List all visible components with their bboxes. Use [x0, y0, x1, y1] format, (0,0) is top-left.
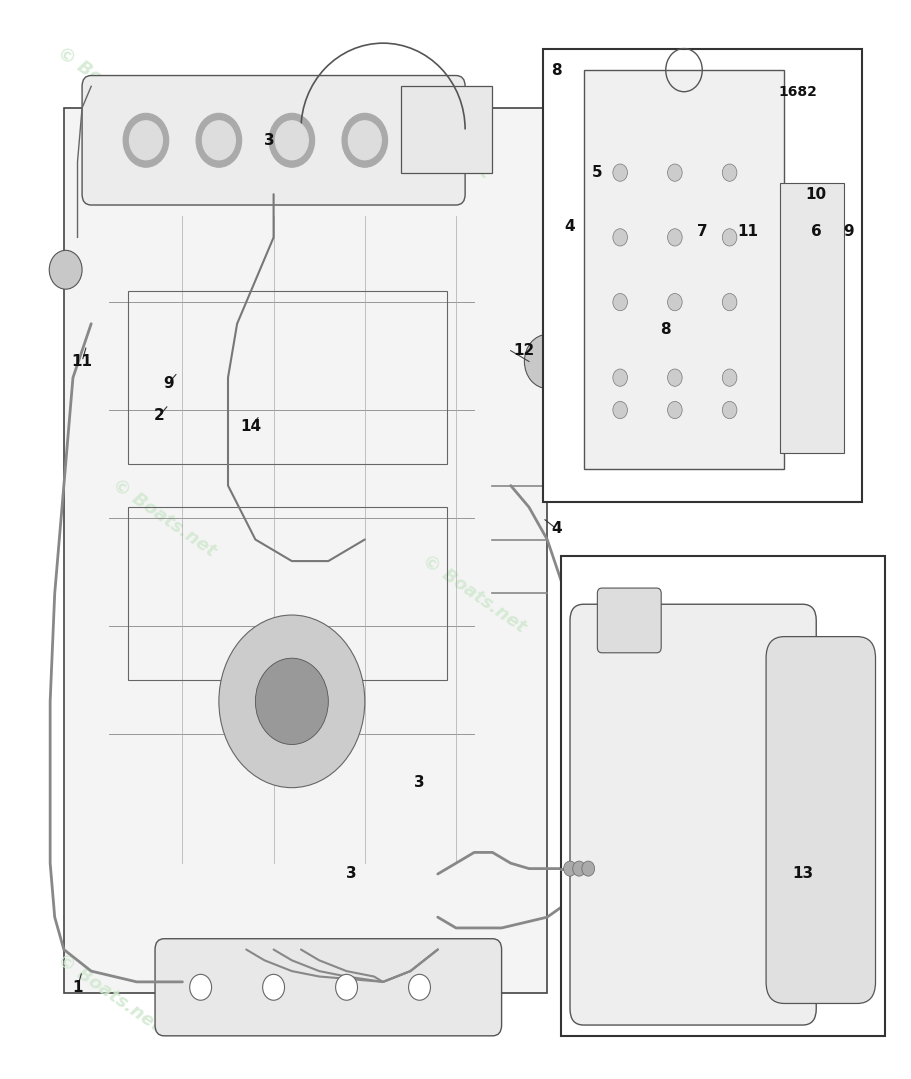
Text: 1682: 1682 — [778, 85, 816, 98]
Bar — [401, 86, 492, 173]
Bar — [64, 108, 547, 993]
Text: 9: 9 — [163, 375, 174, 391]
Text: 14: 14 — [240, 419, 261, 434]
Bar — [583, 70, 783, 469]
Circle shape — [408, 974, 430, 1000]
Circle shape — [612, 401, 627, 419]
Circle shape — [612, 293, 627, 311]
FancyBboxPatch shape — [597, 588, 660, 653]
Circle shape — [49, 250, 82, 289]
Bar — [560, 556, 884, 1036]
Text: © Boats.net: © Boats.net — [354, 951, 466, 1035]
Text: 4: 4 — [550, 521, 561, 536]
Bar — [128, 291, 446, 464]
Circle shape — [524, 334, 569, 388]
Circle shape — [581, 861, 594, 876]
Text: 13: 13 — [791, 866, 813, 882]
Text: 8: 8 — [660, 322, 670, 337]
Circle shape — [255, 658, 328, 745]
Circle shape — [612, 369, 627, 386]
Circle shape — [722, 401, 736, 419]
FancyBboxPatch shape — [155, 939, 501, 1036]
Circle shape — [129, 121, 162, 160]
FancyBboxPatch shape — [82, 76, 465, 205]
Circle shape — [275, 121, 308, 160]
Circle shape — [202, 121, 235, 160]
Text: © Boats.net: © Boats.net — [54, 44, 165, 128]
Circle shape — [123, 113, 169, 167]
Text: 11: 11 — [71, 354, 93, 369]
Text: © Boats.net: © Boats.net — [382, 98, 493, 182]
Text: 9: 9 — [842, 224, 853, 240]
Circle shape — [262, 974, 284, 1000]
Bar — [542, 49, 861, 502]
Text: © Boats.net: © Boats.net — [655, 44, 766, 128]
Circle shape — [269, 113, 314, 167]
Text: 3: 3 — [414, 775, 425, 790]
Circle shape — [612, 164, 627, 181]
Text: 3: 3 — [263, 133, 274, 148]
Circle shape — [667, 164, 681, 181]
FancyBboxPatch shape — [765, 637, 875, 1003]
Circle shape — [667, 369, 681, 386]
Circle shape — [572, 861, 585, 876]
Text: 8: 8 — [550, 63, 561, 78]
Bar — [779, 183, 843, 453]
Circle shape — [667, 293, 681, 311]
Text: 6: 6 — [810, 224, 821, 240]
Text: © Boats.net: © Boats.net — [108, 476, 220, 560]
Text: © Boats.net: © Boats.net — [418, 551, 529, 636]
Circle shape — [348, 121, 381, 160]
Circle shape — [722, 229, 736, 246]
FancyBboxPatch shape — [569, 604, 815, 1025]
Bar — [128, 507, 446, 680]
Circle shape — [219, 615, 364, 788]
Text: 11: 11 — [736, 224, 758, 240]
Text: 12: 12 — [513, 343, 535, 358]
Text: 1: 1 — [72, 980, 83, 995]
Circle shape — [612, 229, 627, 246]
Text: 2: 2 — [154, 408, 165, 423]
Text: 5: 5 — [591, 165, 602, 180]
Circle shape — [722, 293, 736, 311]
Circle shape — [189, 974, 211, 1000]
Text: 7: 7 — [696, 224, 707, 240]
Text: © Boats.net: © Boats.net — [54, 951, 165, 1035]
Circle shape — [342, 113, 387, 167]
Text: 3: 3 — [345, 866, 356, 882]
Circle shape — [335, 974, 357, 1000]
Circle shape — [667, 229, 681, 246]
Text: 10: 10 — [804, 187, 826, 202]
Circle shape — [722, 164, 736, 181]
Circle shape — [563, 861, 576, 876]
Circle shape — [196, 113, 241, 167]
Circle shape — [722, 369, 736, 386]
Circle shape — [667, 401, 681, 419]
Text: 4: 4 — [564, 219, 575, 234]
